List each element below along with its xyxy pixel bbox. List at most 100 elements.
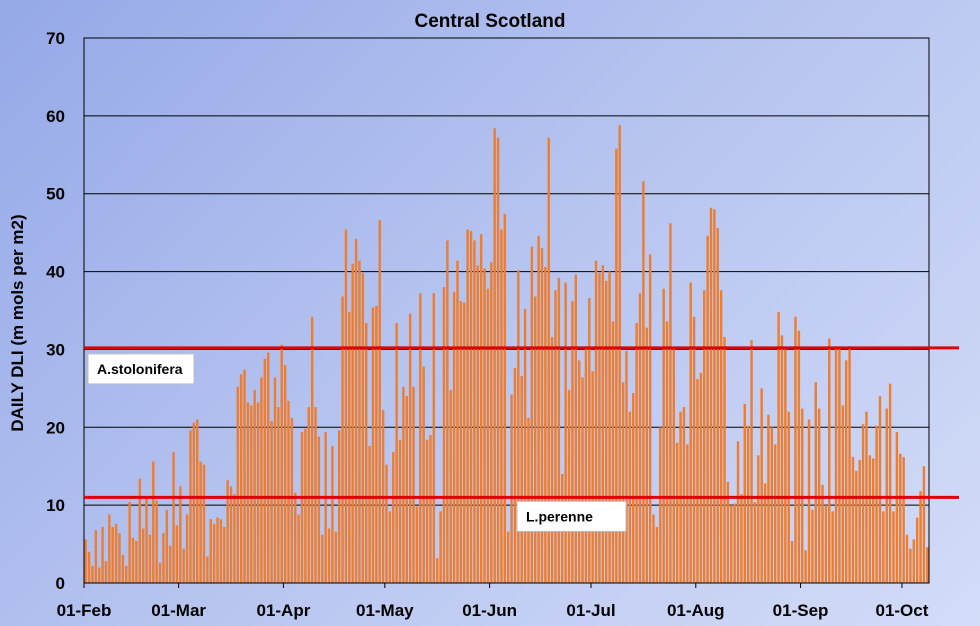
bar: [919, 491, 922, 583]
bar: [760, 388, 763, 583]
bar: [101, 526, 104, 583]
bar: [395, 322, 398, 583]
bar: [571, 301, 574, 583]
bar: [317, 436, 321, 583]
chart-title: Central Scotland: [415, 11, 566, 32]
bar: [469, 231, 473, 583]
y-tick-label: 30: [46, 340, 65, 359]
bar: [148, 534, 152, 583]
bar: [449, 389, 452, 583]
bar: [432, 293, 436, 583]
bar: [899, 453, 902, 583]
bar: [219, 519, 223, 583]
bar: [466, 229, 469, 583]
bar: [368, 445, 371, 583]
bar: [635, 322, 638, 583]
bar: [581, 377, 584, 583]
x-tick-label: 01-May: [356, 601, 414, 620]
bar: [588, 298, 591, 583]
bar: [895, 431, 899, 583]
bar: [547, 137, 550, 583]
bar: [557, 277, 561, 583]
reference-label: A.stolonifera: [97, 361, 183, 377]
axes: [83, 37, 930, 584]
bar: [307, 407, 310, 583]
bar: [801, 408, 804, 583]
bar: [662, 288, 665, 583]
bar: [155, 500, 158, 583]
bar: [601, 265, 605, 583]
bar: [496, 137, 500, 583]
bar: [429, 435, 432, 583]
bar: [152, 461, 155, 583]
bar: [513, 368, 517, 583]
bar: [750, 340, 753, 583]
bar: [365, 322, 368, 583]
bar: [797, 330, 801, 583]
bar: [310, 316, 314, 583]
bar: [182, 548, 185, 583]
reference-label-box: [516, 500, 627, 532]
bar: [922, 466, 926, 583]
bar: [84, 539, 87, 583]
bar: [726, 481, 730, 583]
bar: [206, 556, 209, 583]
bar: [270, 421, 273, 583]
bar: [283, 365, 287, 583]
bar: [784, 349, 787, 583]
bar: [297, 514, 300, 583]
bar: [324, 431, 327, 583]
bar: [567, 389, 571, 583]
bar: [824, 505, 828, 583]
bar: [405, 396, 408, 583]
bar: [527, 417, 530, 583]
x-tick-label: 01-Apr: [256, 601, 310, 620]
bar: [165, 509, 169, 583]
bar: [642, 181, 645, 583]
bar: [314, 407, 317, 583]
bar: [388, 511, 392, 583]
bar: [672, 349, 676, 583]
bar: [882, 511, 885, 583]
bar: [253, 389, 256, 583]
bar: [425, 439, 429, 583]
bar: [199, 461, 202, 583]
bar: [442, 287, 446, 583]
bar: [831, 511, 834, 583]
plot-area: [83, 37, 930, 584]
bar: [273, 377, 277, 583]
bar: [682, 407, 686, 583]
bar: [506, 531, 510, 583]
bar: [665, 321, 669, 583]
bar: [817, 408, 821, 583]
bar: [392, 452, 395, 583]
bar: [483, 268, 486, 583]
bar: [892, 511, 895, 583]
bar: [807, 419, 811, 583]
bar: [534, 296, 537, 583]
bar: [608, 271, 611, 583]
bar: [740, 494, 743, 583]
bars: [84, 125, 929, 584]
bar: [841, 405, 845, 583]
bar: [216, 517, 219, 583]
bar: [280, 344, 283, 583]
bar: [111, 526, 114, 583]
bar: [459, 301, 463, 583]
bar: [594, 260, 598, 583]
y-tick-label: 70: [46, 29, 65, 48]
bar: [260, 377, 263, 583]
bar: [229, 486, 233, 583]
bar: [439, 511, 442, 583]
y-tick-label: 0: [56, 574, 65, 593]
bar: [304, 428, 307, 583]
bar: [520, 375, 523, 583]
bar: [544, 266, 547, 583]
bar: [385, 464, 388, 583]
bar: [97, 567, 101, 583]
bar: [632, 393, 635, 583]
bar: [510, 394, 513, 583]
bar: [375, 305, 378, 583]
bar: [868, 455, 872, 583]
bar: [577, 360, 581, 583]
